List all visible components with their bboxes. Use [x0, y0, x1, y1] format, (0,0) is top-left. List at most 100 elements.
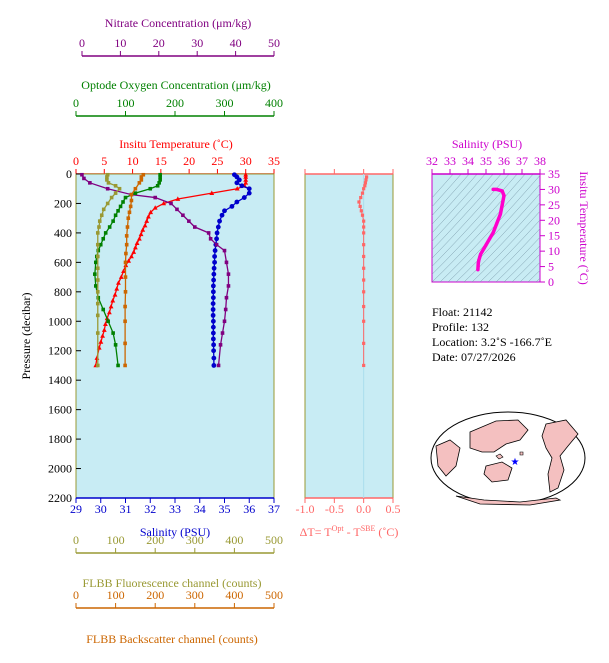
- profile-number: Profile: 132: [432, 320, 489, 334]
- salinity-point: [229, 204, 235, 209]
- fluorescence-point: [113, 183, 118, 188]
- pressure-tick-label: 1800: [48, 432, 72, 446]
- temperature-point: [148, 209, 154, 215]
- salinity-tick-label: 31: [120, 502, 132, 516]
- salinity-point: [239, 183, 245, 189]
- fluorescence-point: [105, 175, 109, 179]
- salinity-point: [210, 318, 216, 324]
- oxygen-point: [101, 307, 106, 312]
- ts-point: [482, 246, 486, 250]
- nitrate-point: [222, 319, 227, 324]
- salinity-point: [210, 324, 216, 330]
- deltaT-point: [362, 219, 366, 223]
- salinity-point: [222, 208, 227, 214]
- ts-salinity-tick-label: 37: [516, 154, 528, 168]
- temperature-point: [126, 258, 132, 263]
- nitrate-point: [226, 272, 231, 276]
- salinity-point: [212, 248, 218, 253]
- ts-density-contour: [432, 174, 494, 242]
- nitrate-point: [208, 237, 213, 241]
- backscatter-point: [125, 225, 130, 229]
- fluorescence-point: [97, 225, 101, 229]
- deltaT-tick-label: 0.0: [356, 502, 371, 516]
- salinity-point: [210, 295, 216, 301]
- backscatter-tick-label: 400: [225, 588, 243, 602]
- ts-temperature-tick-label: 20: [548, 213, 560, 227]
- ts-point: [498, 212, 502, 216]
- ts-salinity-tick-label: 38: [534, 154, 546, 168]
- salinity-tick-label: 37: [268, 502, 280, 516]
- oxygen-tick-label: 200: [166, 96, 184, 110]
- pressure-tick-label: 200: [54, 196, 72, 210]
- temperature-tick-label: 20: [183, 154, 195, 168]
- oxygen-point: [111, 219, 115, 223]
- ts-density-contour: [432, 174, 534, 282]
- backscatter-tick-label: 500: [265, 588, 283, 602]
- nitrate-point: [214, 242, 219, 247]
- deltaT-axis-label: ΔT= TOpt - TSBE (˚C): [300, 524, 399, 539]
- ts-density-contour: [535, 277, 540, 282]
- oxygen-tick-label: 300: [216, 96, 234, 110]
- temperature-point: [106, 309, 112, 315]
- ts-point: [491, 187, 495, 192]
- deltaT-point: [358, 204, 362, 208]
- temperature-point: [144, 218, 150, 223]
- ts-density-contour: [432, 174, 486, 234]
- ts-temperature-tick-label: 0: [548, 275, 554, 289]
- salinity-tick-label: 33: [169, 502, 181, 516]
- pressure-tick-label: 1000: [48, 314, 72, 328]
- oxygen-tick-label: 0: [73, 96, 79, 110]
- location: Location: 3.2˚S -166.7˚E: [432, 335, 552, 349]
- ts-density-contour: [511, 253, 540, 282]
- temperature-point: [234, 186, 240, 191]
- pressure-tick-label: 2200: [48, 491, 72, 505]
- ts-density-contour: [432, 174, 478, 225]
- ts-density-contour: [432, 174, 502, 251]
- ts-density-contour: [487, 228, 540, 282]
- top-axes: 0 10 20 30 40 50 0 100 200 300 400 0 5 10 15 20 25 30 35: [73, 36, 283, 175]
- backscatter-point: [141, 172, 146, 177]
- salinity-tick-label: 29: [70, 502, 82, 516]
- oxygen-point: [118, 204, 123, 209]
- ts-salinity-tick-label: 34: [462, 154, 474, 168]
- backscatter-point: [123, 363, 127, 368]
- pressure-tick-label: 800: [54, 285, 72, 299]
- temperature-point: [112, 292, 118, 297]
- backscatter-point: [124, 251, 128, 256]
- salinity-tick-label: 36: [243, 502, 255, 516]
- deltaT-point: [363, 181, 368, 185]
- deltaT-point: [362, 290, 366, 294]
- ts-density-contour: [471, 210, 540, 282]
- backscatter-point: [128, 204, 133, 209]
- oxygen-point: [158, 178, 162, 182]
- deltaT-tick-label: -1.0: [296, 502, 315, 516]
- temperature-point: [114, 286, 120, 291]
- fluorescence-point: [113, 191, 118, 195]
- oxygen-point: [107, 225, 112, 229]
- ts-salinity-tick-label: 36: [498, 154, 510, 168]
- temperature-tick-label: 10: [127, 154, 139, 168]
- temperature-point: [134, 240, 140, 246]
- backscatter-point: [129, 198, 134, 203]
- salinity-point: [212, 259, 218, 265]
- nitrate-point: [222, 248, 227, 253]
- salinity-point: [246, 186, 252, 192]
- deltaT-point: [362, 319, 366, 323]
- ts-point: [495, 187, 499, 192]
- oxygen-point: [155, 183, 160, 188]
- map-land-antarctica: [455, 495, 562, 506]
- backscatter-point: [133, 186, 138, 191]
- pressure-tick-label: 2000: [48, 462, 72, 476]
- pressure-tick-label: 0: [66, 167, 72, 181]
- deltaT-tick-label: -0.5: [325, 502, 344, 516]
- salinity-point: [214, 236, 219, 242]
- nitrate-point: [193, 225, 197, 229]
- oxygen-point: [94, 284, 98, 288]
- temperature-point: [140, 227, 146, 232]
- deltaT-point: [357, 200, 361, 204]
- fluorescence-axis-label: FLBB Fluorescence channel (counts): [83, 576, 262, 590]
- deltaT-point: [362, 225, 366, 229]
- ts-temperature-tick-label: 30: [548, 182, 560, 196]
- temperature-tick-label: 5: [101, 154, 107, 168]
